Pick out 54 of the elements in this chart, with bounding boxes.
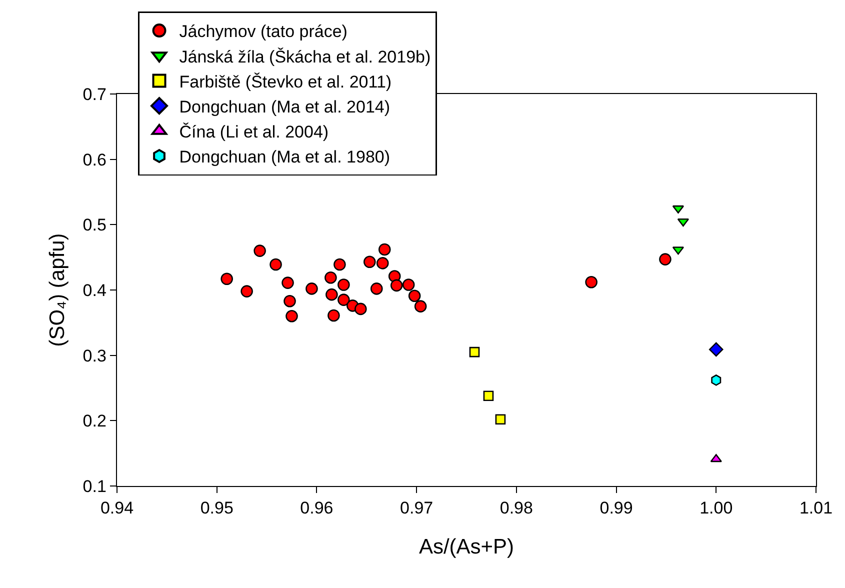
- point: [363, 256, 376, 268]
- point: [402, 278, 415, 291]
- x-tick-label: 0.94: [100, 498, 134, 518]
- x-tick-label: 0.98: [500, 498, 533, 518]
- y-tick-label: 0.7: [82, 84, 106, 104]
- point: [326, 288, 338, 301]
- point: [270, 258, 282, 271]
- point: [240, 285, 253, 298]
- y-tick-label: 0.5: [82, 216, 106, 235]
- x-tick-label: 0.97: [400, 498, 434, 518]
- x-axis-title: As/(As+P): [418, 536, 514, 559]
- x-tick-label: 0.95: [200, 498, 234, 518]
- point: [376, 257, 389, 270]
- point: [408, 290, 421, 302]
- point: [328, 309, 340, 322]
- point: [483, 390, 494, 401]
- point: [338, 294, 350, 306]
- y-tick-label: 0.6: [82, 150, 106, 170]
- legend-label: Dongchuan (Ma et al. 1980): [179, 148, 390, 167]
- point: [710, 454, 722, 462]
- point: [284, 294, 296, 308]
- x-tick-label: 0.96: [300, 498, 334, 518]
- point: [711, 374, 722, 386]
- y-tick-label: 0.3: [82, 346, 106, 366]
- x-tick-label: 1.00: [700, 498, 733, 518]
- point: [585, 276, 598, 288]
- point: [282, 276, 294, 289]
- point: [370, 282, 383, 295]
- y-tick-label: 0.4: [82, 280, 106, 300]
- point: [334, 258, 346, 271]
- point: [254, 244, 266, 257]
- legend-label: Farbiště (Števko et al. 2011): [179, 72, 392, 92]
- point: [354, 302, 367, 316]
- point: [390, 279, 403, 292]
- point: [338, 278, 350, 291]
- x-tick-label: 1.01: [799, 498, 833, 518]
- point: [306, 282, 318, 295]
- point: [378, 243, 391, 256]
- y-tick-label: 0.2: [82, 412, 106, 431]
- point: [659, 253, 672, 266]
- point: [324, 271, 337, 284]
- legend-label: Jáchymov (tato práce): [179, 22, 348, 42]
- point: [469, 346, 480, 358]
- point: [414, 300, 427, 312]
- x-tick-label: 0.99: [600, 498, 633, 518]
- legend-label: Jánská žíla (Škácha et al. 2019b): [179, 47, 431, 66]
- point: [286, 310, 298, 322]
- point: [220, 272, 233, 286]
- y-axis-title: (SO₄) (apfu): [46, 233, 69, 347]
- legend-label: Dongchuan (Ma et al. 2014): [179, 97, 390, 116]
- y-tick-label: 0.1: [82, 476, 106, 496]
- point: [708, 342, 724, 357]
- point: [495, 414, 506, 425]
- legend-label: Čína (Li et al. 2004): [179, 122, 329, 142]
